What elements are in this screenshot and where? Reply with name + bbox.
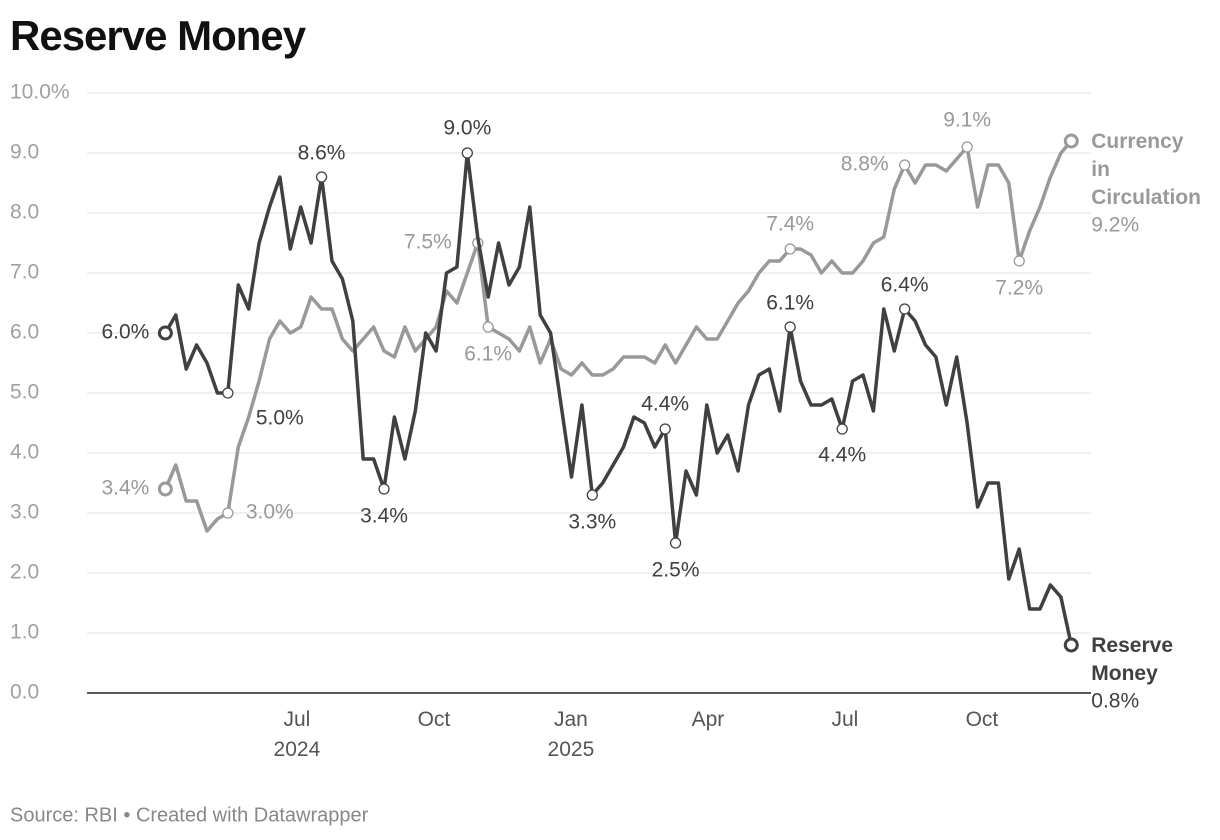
series-line: [163, 151, 1074, 646]
source-note: Source: RBI • Created with Datawrapper: [10, 804, 369, 826]
point-marker: [157, 481, 173, 497]
value-label: 0.8%: [1091, 690, 1139, 713]
point-marker: [315, 171, 328, 183]
x-tick-label: Oct: [418, 708, 451, 731]
point-marker: [899, 159, 911, 171]
value-label: 4.4%: [818, 444, 866, 467]
value-label: 8.6%: [298, 142, 346, 165]
value-label: 7.4%: [766, 213, 814, 236]
series-label: Reserve Money: [1091, 634, 1173, 685]
series-label: Currency in Circulation: [1091, 130, 1201, 209]
point-marker: [899, 303, 911, 315]
value-label: 4.4%: [641, 393, 689, 416]
point-marker: [157, 325, 173, 341]
point-marker: [784, 321, 796, 333]
value-label: 5.0%: [256, 407, 304, 430]
value-label: 3.4%: [360, 505, 408, 528]
point-marker: [378, 483, 390, 495]
point-marker: [222, 507, 234, 519]
value-label: 7.2%: [995, 277, 1043, 300]
value-label: 6.1%: [464, 343, 512, 366]
y-tick-label: 3.0: [10, 501, 39, 524]
point-marker: [659, 423, 671, 435]
x-tick-label: Jan 2025: [548, 708, 595, 761]
chart-title: Reserve Money: [10, 12, 307, 59]
y-tick-label: 2.0: [10, 561, 39, 584]
point-marker: [1063, 133, 1079, 149]
point-marker: [669, 537, 682, 549]
value-label: 8.8%: [841, 153, 889, 176]
y-tick-label: 4.0: [10, 441, 39, 464]
value-label: 6.0%: [101, 321, 149, 344]
point-marker: [836, 423, 848, 435]
value-label: 9.0%: [443, 117, 491, 140]
x-tick-label: Oct: [966, 708, 999, 731]
point-marker: [222, 387, 234, 399]
point-marker: [586, 489, 598, 501]
y-tick-label: 8.0: [10, 201, 39, 224]
point-marker: [961, 141, 973, 153]
point-marker: [461, 147, 473, 159]
point-marker: [482, 321, 494, 333]
y-tick-label: 6.0: [10, 321, 39, 344]
x-tick-label: Jul 2024: [274, 708, 321, 761]
value-label: 7.5%: [404, 231, 452, 254]
y-tick-label: 1.0: [10, 621, 39, 644]
value-label: 9.2%: [1091, 214, 1139, 237]
y-tick-label: 5.0: [10, 381, 39, 404]
value-label: 3.0%: [246, 501, 294, 524]
value-label: 9.1%: [943, 109, 991, 132]
y-tick-label: 10.0%: [10, 81, 70, 104]
y-tick-label: 7.0: [10, 261, 39, 284]
value-label: 3.4%: [101, 477, 149, 500]
x-tick-label: Jul: [832, 708, 859, 731]
value-label: 6.1%: [766, 292, 814, 315]
value-label: 6.4%: [881, 274, 929, 297]
point-marker: [1013, 255, 1025, 267]
point-marker: [784, 243, 796, 255]
x-tick-label: Apr: [692, 708, 725, 731]
series-line: [163, 139, 1073, 533]
y-tick-label: 9.0: [10, 141, 39, 164]
value-label: 3.3%: [568, 511, 616, 534]
value-label: 2.5%: [652, 559, 700, 582]
point-marker: [1063, 637, 1079, 653]
y-tick-label: 0.0: [10, 681, 39, 704]
